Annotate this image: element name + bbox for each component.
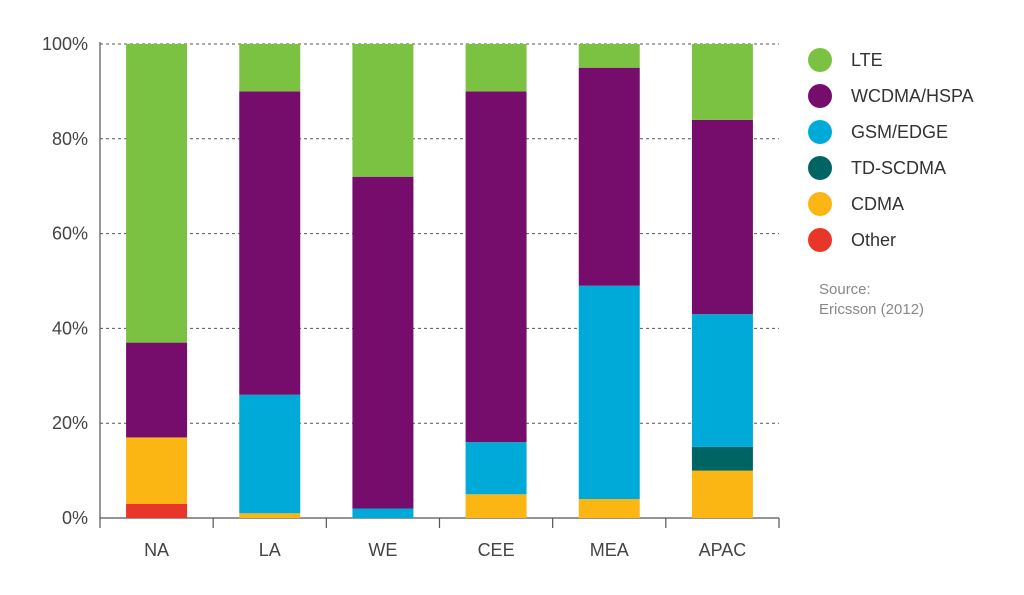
bars	[126, 44, 753, 518]
legend-label: LTE	[851, 49, 883, 70]
x-tick-label: NA	[144, 540, 169, 560]
y-tick-label: 100%	[42, 34, 88, 54]
bar-segment-lte-la	[239, 44, 301, 92]
bar-segment-wcdma-hspa-na	[126, 342, 188, 438]
bar-segment-gsm-edge-mea	[578, 285, 640, 500]
bar-segment-wcdma-hspa-we	[352, 176, 414, 509]
bar-segment-cdma-mea	[578, 499, 640, 518]
bar-segment-lte-na	[126, 44, 188, 343]
source-text: Ericsson (2012)	[819, 301, 925, 318]
legend-item: GSM/EDGE	[808, 114, 974, 150]
bar-segment-gsm-edge-apac	[691, 314, 753, 447]
legend-swatch	[808, 48, 832, 72]
bar-segment-cdma-apac	[691, 470, 753, 518]
legend-swatch	[808, 120, 832, 144]
y-tick-labels: 0% 20% 40% 60% 80% 100%	[42, 34, 88, 528]
bar-segment-td-scdma-apac	[691, 446, 753, 471]
y-tick-label: 0%	[62, 508, 88, 528]
source-label: Source:	[819, 281, 871, 298]
bar-segment-gsm-edge-cee	[465, 442, 527, 495]
source-note: Source: Ericsson (2012)	[819, 280, 924, 320]
legend-label: TD-SCDMA	[851, 157, 946, 178]
x-tick-label: WE	[368, 540, 397, 560]
legend-label: Other	[851, 229, 897, 250]
legend-swatch	[808, 192, 832, 216]
bar-segment-cdma-cee	[465, 494, 527, 518]
bar-segment-gsm-edge-we	[352, 508, 414, 518]
legend-swatch	[808, 228, 832, 252]
bar-segment-lte-mea	[578, 44, 640, 68]
legend: LTE WCDMA/HSPA GSM/EDGE TD-SCDMA CDMA Other	[808, 42, 974, 258]
bar-segment-gsm-edge-la	[239, 394, 301, 514]
legend-item: Other	[808, 222, 974, 258]
x-tick-label: CEE	[478, 540, 515, 560]
y-tick-label: 60%	[52, 224, 88, 244]
x-tick-label: LA	[259, 540, 281, 560]
x-tick-label: APAC	[699, 540, 747, 560]
legend-item: TD-SCDMA	[808, 150, 974, 186]
bar-segment-wcdma-hspa-mea	[578, 67, 640, 286]
y-tick-label: 20%	[52, 413, 88, 433]
legend-swatch	[808, 84, 832, 108]
bar-segment-lte-cee	[465, 44, 527, 92]
legend-item: LTE	[808, 42, 974, 78]
bar-segment-wcdma-hspa-apac	[691, 119, 753, 315]
legend-item: WCDMA/HSPA	[808, 78, 974, 114]
bar-segment-lte-apac	[691, 44, 753, 120]
bar-segment-wcdma-hspa-cee	[465, 91, 527, 443]
y-tick-label: 40%	[52, 318, 88, 338]
x-tick-labels: NA LA WE CEE MEA APAC	[144, 540, 746, 560]
legend-swatch	[808, 156, 832, 180]
bar-segment-other-na	[126, 503, 188, 518]
legend-item: CDMA	[808, 186, 974, 222]
y-tick-label: 80%	[52, 129, 88, 149]
bar-segment-cdma-na	[126, 437, 188, 504]
x-tick-label: MEA	[590, 540, 629, 560]
bar-segment-lte-we	[352, 44, 414, 177]
legend-label: WCDMA/HSPA	[851, 85, 974, 106]
axes	[99, 42, 780, 528]
bar-segment-cdma-la	[239, 513, 301, 518]
legend-label: GSM/EDGE	[851, 121, 949, 142]
bar-segment-wcdma-hspa-la	[239, 91, 301, 395]
legend-label: CDMA	[851, 193, 904, 214]
gridlines	[100, 43, 779, 424]
